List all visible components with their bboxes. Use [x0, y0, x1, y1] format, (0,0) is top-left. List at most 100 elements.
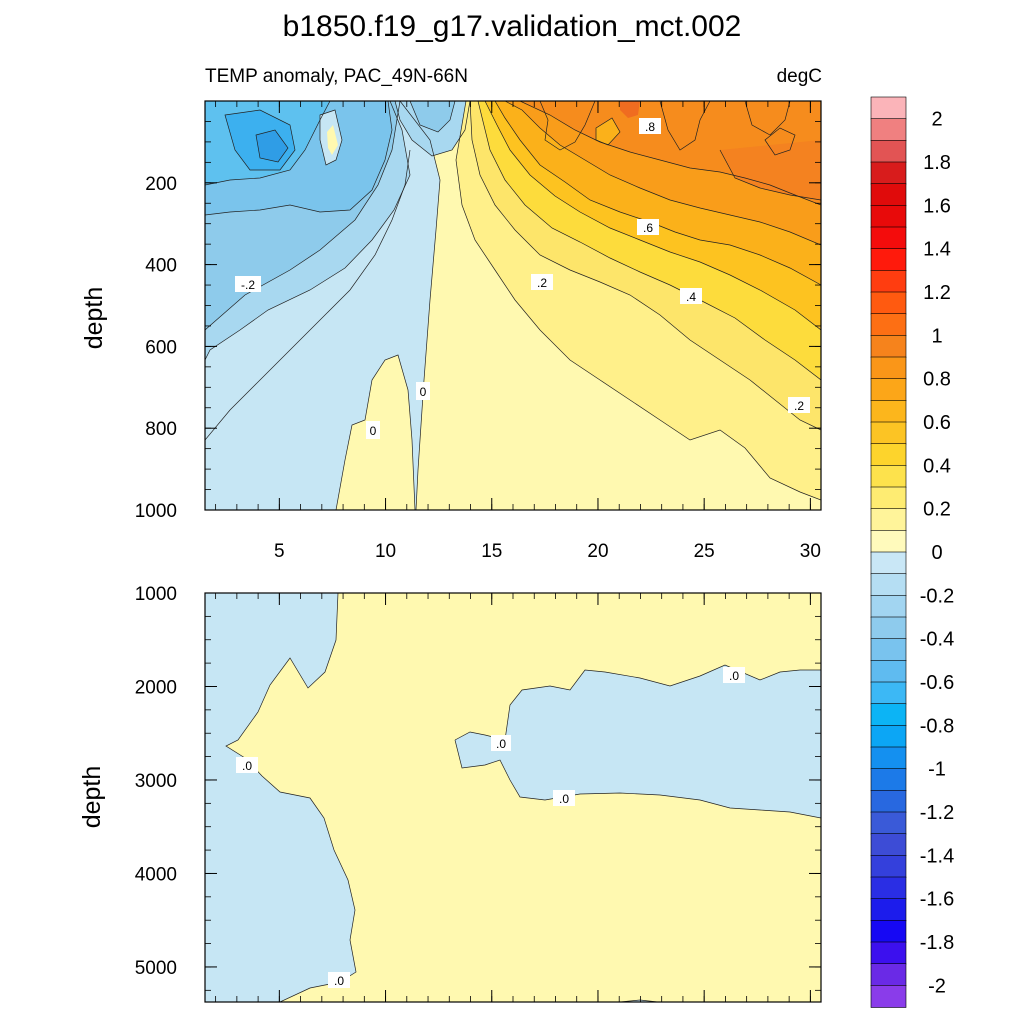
- top-x-tick-label: 15: [481, 541, 502, 562]
- contour-label: .6: [643, 221, 653, 235]
- colorbar-swatch: [870, 681, 907, 705]
- bottom-y-tick-label: 3000: [135, 771, 177, 792]
- contour-label: .0: [559, 792, 569, 806]
- top-panel: .8 .6 .4 .2 -.2 0 0 .2 2004006008001000 …: [80, 100, 822, 562]
- top-y-tick-label: 1000: [135, 501, 177, 522]
- contour-label: .0: [242, 759, 252, 773]
- top-contour-fills: [205, 101, 821, 510]
- colorbar-swatch: [870, 703, 907, 727]
- contour-label: 0: [370, 424, 377, 438]
- colorbar-swatch: [870, 595, 907, 618]
- contour-label: .2: [794, 399, 804, 413]
- top-x-tick-label: 10: [375, 541, 396, 562]
- contour-label: .0: [334, 974, 344, 988]
- contour-label: -.2: [241, 278, 255, 292]
- colorbar-label: 0: [931, 542, 942, 564]
- colorbar-swatch: [870, 486, 907, 510]
- contour-label: .0: [729, 669, 739, 683]
- colorbar-swatch: [870, 248, 907, 272]
- colorbar-label: 2: [931, 109, 942, 131]
- colorbar-swatch: [870, 335, 907, 358]
- chart-units: degC: [777, 66, 822, 87]
- top-x-tick-label: 25: [694, 541, 715, 562]
- colorbar-swatch: [870, 920, 907, 943]
- top-y-tick-label: 600: [145, 337, 177, 358]
- colorbar-label: -0.8: [920, 715, 954, 737]
- bottom-y-tick-label: 4000: [135, 864, 177, 885]
- bottom-y-tick-label: 1000: [135, 584, 177, 605]
- bottom-y-tick-label: 2000: [135, 677, 177, 698]
- contour-label: 0: [420, 385, 427, 399]
- colorbar-label: -0.2: [920, 585, 954, 607]
- colorbar-swatch: [870, 270, 907, 293]
- bottom-y-ticks: 1000 2000 3000 4000 5000: [135, 584, 821, 991]
- top-x-tick-label: 30: [800, 541, 821, 562]
- colorbar-swatch: [870, 530, 907, 553]
- colorbar-swatch: [870, 118, 907, 142]
- colorbar-label: -2: [928, 975, 946, 997]
- colorbar-label: 1.8: [923, 152, 951, 174]
- colorbar-swatch: [870, 811, 907, 835]
- colorbar-swatch: [870, 941, 907, 965]
- chart-title: b1850.f19_g17.validation_mct.002: [283, 10, 742, 43]
- colorbar-label: 1.2: [923, 282, 951, 304]
- colorbar-label: -0.6: [920, 672, 954, 694]
- colorbar-label: 0.6: [923, 412, 951, 434]
- colorbar-swatch: [870, 378, 907, 402]
- colorbar-swatch: [870, 291, 907, 315]
- top-x-tick-label: 20: [587, 541, 608, 562]
- top-y-axis-title: depth: [80, 287, 108, 350]
- colorbar-label: -1.2: [920, 802, 954, 824]
- colorbar-label: 0.4: [923, 455, 951, 477]
- colorbar-swatch: [870, 421, 907, 445]
- colorbar-label: 0.2: [923, 499, 951, 521]
- colorbar-swatch: [870, 616, 907, 640]
- bottom-panel: .0 .0 .0 .0 .0 1000 2000 3000 4000 5000 dept…: [78, 584, 822, 1003]
- top-y-tick-label: 400: [145, 256, 177, 277]
- colorbar-swatch: [870, 443, 907, 467]
- colorbar-swatch: [870, 790, 907, 813]
- colorbar-swatch: [870, 725, 907, 748]
- colorbar-swatch: [870, 313, 907, 337]
- colorbar: 2 1.8 1.6 1.4 1.2 1 0.8 0.6 0.4 0.2 0 -0.2 -0.4 -0.6 -…: [870, 96, 954, 1008]
- colorbar-label: 1.6: [923, 195, 951, 217]
- contour-label: .0: [496, 737, 506, 751]
- colorbar-swatch: [870, 161, 907, 185]
- top-y-tick-label: 200: [145, 174, 177, 195]
- chart-subtitle-left: TEMP anomaly, PAC_49N-66N: [205, 66, 468, 87]
- colorbar-swatch: [870, 876, 907, 900]
- colorbar-swatch: [870, 205, 907, 228]
- bottom-x-ticks: [215, 593, 811, 1002]
- colorbar-swatch: [870, 638, 907, 662]
- colorbar-swatch: [870, 400, 907, 423]
- top-x-tick-label: 5: [274, 541, 285, 562]
- colorbar-swatch: [870, 746, 907, 770]
- colorbar-swatch: [870, 898, 907, 922]
- contour-label: .4: [686, 290, 696, 304]
- top-contour-lines: [205, 101, 821, 510]
- colorbar-swatch: [870, 855, 907, 878]
- colorbar-swatch: [870, 985, 907, 1008]
- top-y-ticks: 200 400 600 800 1000: [135, 100, 821, 522]
- top-contour-labels: .8 .6 .4 .2 -.2 0 0 .2: [235, 118, 810, 439]
- colorbar-swatch: [870, 660, 907, 683]
- colorbar-swatch: [870, 833, 907, 857]
- colorbar-label: -0.4: [920, 629, 954, 651]
- colorbar-swatch: [870, 551, 907, 575]
- contour-label: .2: [537, 276, 547, 290]
- colorbar-swatch: [870, 96, 907, 120]
- bottom-y-axis-title: depth: [78, 766, 106, 829]
- top-x-ticks: 5 10 15 20 25 30: [215, 101, 821, 562]
- colorbar-swatch: [870, 226, 907, 250]
- colorbar-label: -1.8: [920, 932, 954, 954]
- colorbar-swatch: [870, 140, 907, 163]
- colorbar-swatch: [870, 183, 907, 207]
- bottom-contour-fills: [205, 593, 821, 1002]
- bottom-contour-labels: .0 .0 .0 .0 .0: [236, 667, 745, 988]
- colorbar-label: -1.6: [920, 889, 954, 911]
- colorbar-swatch: [870, 356, 907, 380]
- colorbar-swatch: [870, 768, 907, 792]
- colorbar-swatch: [870, 573, 907, 597]
- colorbar-label: 1.4: [923, 239, 951, 261]
